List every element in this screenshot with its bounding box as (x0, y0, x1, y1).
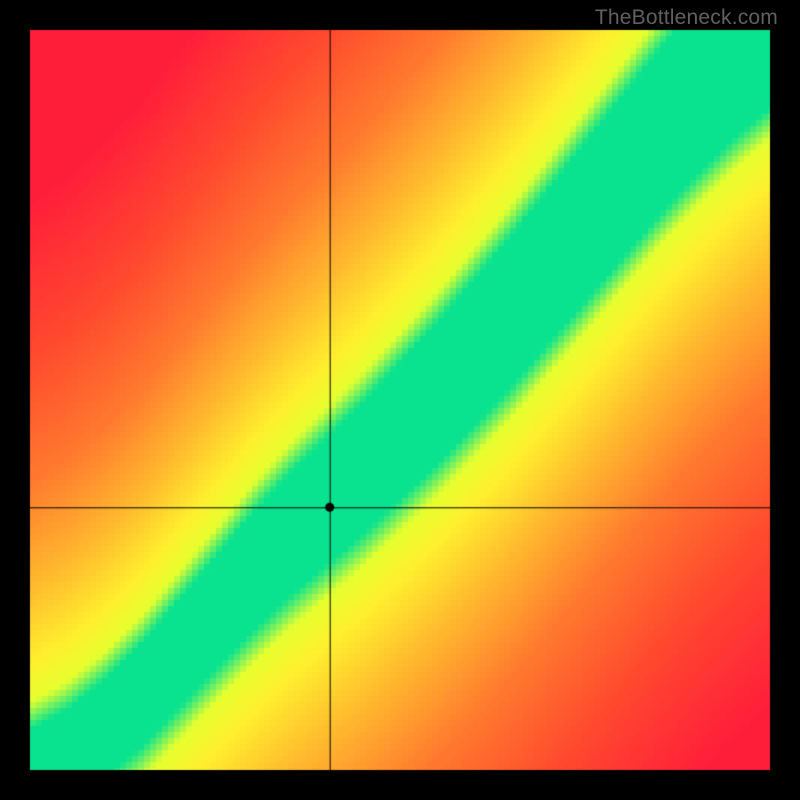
heatmap-canvas (0, 0, 800, 800)
bottleneck-heatmap: TheBottleneck.com (0, 0, 800, 800)
